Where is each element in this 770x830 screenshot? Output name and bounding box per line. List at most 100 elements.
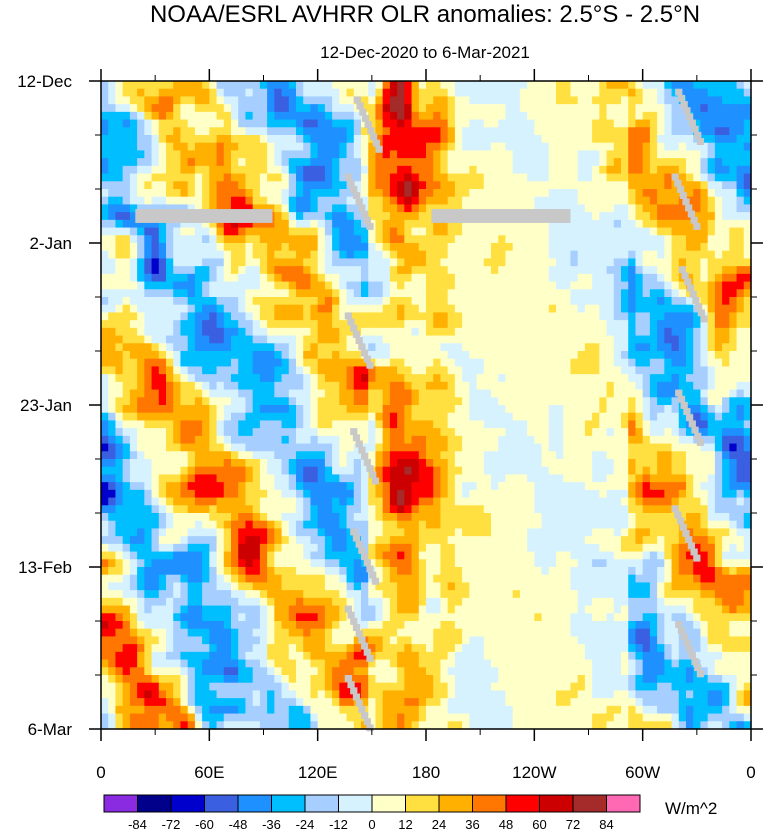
field-cell [288,289,297,298]
field-cell [628,351,637,360]
field-cell [108,235,117,244]
field-cell [440,165,449,175]
field-cell [317,196,326,206]
field-cell [166,343,174,352]
field-cell [382,358,391,368]
field-cell [722,428,730,437]
field-cell [534,289,543,298]
field-cell [613,435,622,445]
field-cell [101,196,109,206]
field-cell [346,158,355,167]
field-cell [397,297,405,306]
field-cell [628,227,637,236]
field-cell [642,335,651,344]
field-cell [743,258,752,267]
field-cell [267,420,275,429]
field-cell [534,381,543,391]
field-cell [642,189,651,198]
field-cell [404,466,413,476]
field-cell [491,219,499,229]
field-cell [108,358,117,368]
field-cell [209,173,218,182]
field-cell [476,374,485,383]
field-cell [657,243,665,252]
field-cell [252,327,261,337]
field-cell [202,343,210,352]
field-cell [122,366,131,375]
field-cell [137,327,145,337]
field-cell [635,204,644,213]
field-cell [166,381,174,391]
field-cell [267,343,275,352]
field-cell [693,474,702,483]
field-cell [129,196,138,206]
field-cell [231,96,239,105]
field-cell [281,235,290,244]
field-cell [635,459,644,468]
field-cell [202,327,210,337]
field-cell [267,320,275,329]
field-cell [223,127,232,136]
field-cell [483,96,492,105]
field-cell [115,243,124,252]
field-cell [722,189,730,198]
field-cell [317,235,326,244]
field-cell [729,165,738,175]
field-cell [599,335,608,344]
field-cell [180,435,189,445]
field-cell [462,250,470,260]
field-cell [194,266,203,275]
field-cell [223,358,232,368]
field-cell [252,258,261,267]
field-cell [267,351,275,360]
field-cell [534,435,543,445]
field-cell [642,150,651,159]
field-cell [353,428,362,437]
field-cell [426,489,434,499]
field-cell [584,489,593,499]
field-cell [101,443,109,452]
field-cell [462,158,470,167]
field-cell [382,273,391,283]
field-cell [736,420,745,429]
field-cell [332,204,340,213]
field-cell [563,312,572,321]
field-cell [353,204,362,213]
field-cell [389,397,398,406]
field-cell [346,482,355,491]
field-cell [447,497,456,506]
field-cell [599,405,608,414]
field-cell [288,389,297,398]
field-cell [418,289,427,298]
field-cell [173,474,182,483]
field-cell [202,358,210,368]
field-cell [743,451,752,460]
field-cell [433,196,442,206]
field-cell [707,96,716,105]
field-cell [729,250,738,260]
field-cell [339,505,348,514]
field-cell [548,389,557,398]
field-cell [129,243,138,252]
field-cell [512,497,521,506]
field-cell [223,96,232,105]
field-cell [375,412,384,422]
field-cell [606,81,615,90]
field-cell [332,428,340,437]
field-cell [382,474,391,483]
field-cell [274,312,283,321]
field-cell [736,227,745,236]
field-cell [122,459,131,468]
field-cell [664,227,673,236]
field-cell [693,204,702,213]
field-cell [281,111,290,121]
field-cell [339,474,348,483]
field-cell [122,88,131,98]
field-cell [606,435,615,445]
field-cell [361,150,369,159]
field-cell [613,219,622,229]
field-cell [368,389,377,398]
field-cell [382,281,391,290]
field-cell [577,111,586,121]
